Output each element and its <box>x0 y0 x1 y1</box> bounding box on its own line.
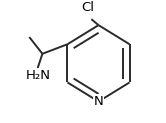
Text: N: N <box>94 95 103 108</box>
Text: Cl: Cl <box>81 1 94 14</box>
Text: H₂N: H₂N <box>26 69 51 82</box>
